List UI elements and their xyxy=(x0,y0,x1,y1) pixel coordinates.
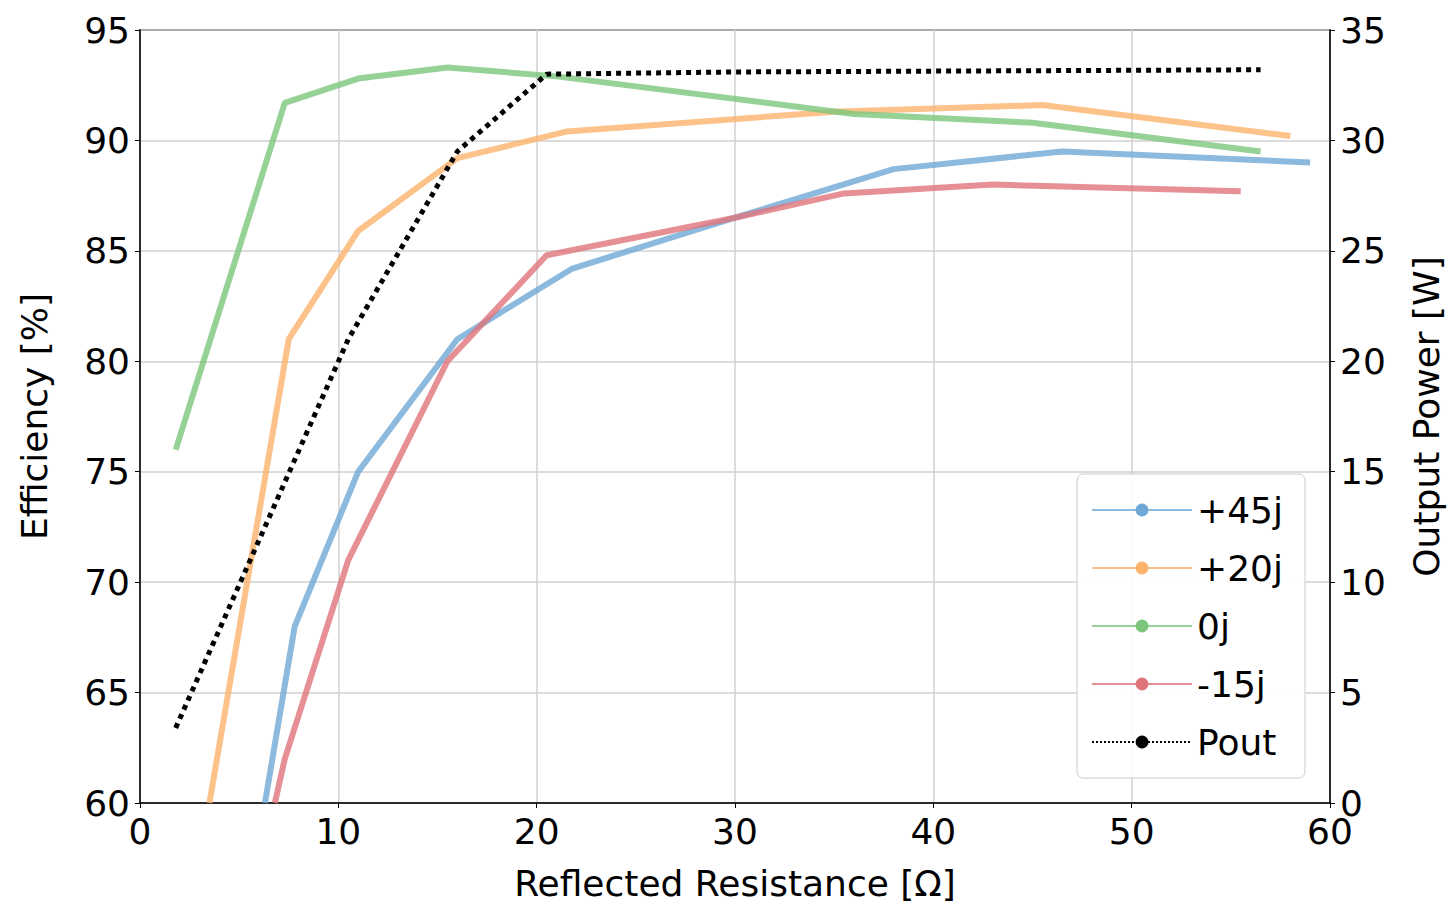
svg-text:75: 75 xyxy=(84,451,130,492)
svg-text:Efficiency [%]: Efficiency [%] xyxy=(14,293,55,540)
svg-text:60: 60 xyxy=(1307,811,1353,852)
svg-text:15: 15 xyxy=(1340,451,1386,492)
svg-text:30: 30 xyxy=(1340,120,1386,161)
svg-text:40: 40 xyxy=(910,811,956,852)
svg-text:70: 70 xyxy=(84,562,130,603)
svg-text:Reflected Resistance [Ω]: Reflected Resistance [Ω] xyxy=(514,863,956,904)
svg-text:25: 25 xyxy=(1340,230,1386,271)
svg-text:30: 30 xyxy=(712,811,758,852)
svg-text:35: 35 xyxy=(1340,10,1386,51)
svg-text:+20j: +20j xyxy=(1197,548,1283,589)
svg-text:20: 20 xyxy=(514,811,560,852)
svg-text:20: 20 xyxy=(1340,341,1386,382)
svg-text:95: 95 xyxy=(84,10,130,51)
svg-text:85: 85 xyxy=(84,230,130,271)
svg-text:5: 5 xyxy=(1340,672,1363,713)
svg-text:90: 90 xyxy=(84,120,130,161)
svg-text:10: 10 xyxy=(315,811,361,852)
svg-text:Pout: Pout xyxy=(1197,722,1276,763)
svg-text:10: 10 xyxy=(1340,562,1386,603)
svg-text:0j: 0j xyxy=(1197,606,1230,647)
svg-text:0: 0 xyxy=(129,811,152,852)
svg-text:+45j: +45j xyxy=(1197,490,1283,531)
svg-text:0: 0 xyxy=(1340,782,1363,824)
svg-text:80: 80 xyxy=(84,341,130,382)
svg-text:60: 60 xyxy=(84,783,130,824)
svg-text:50: 50 xyxy=(1109,811,1155,852)
svg-text:Output Power [W]: Output Power [W] xyxy=(1406,256,1447,576)
svg-text:-15j: -15j xyxy=(1197,664,1266,705)
svg-text:65: 65 xyxy=(84,672,130,713)
